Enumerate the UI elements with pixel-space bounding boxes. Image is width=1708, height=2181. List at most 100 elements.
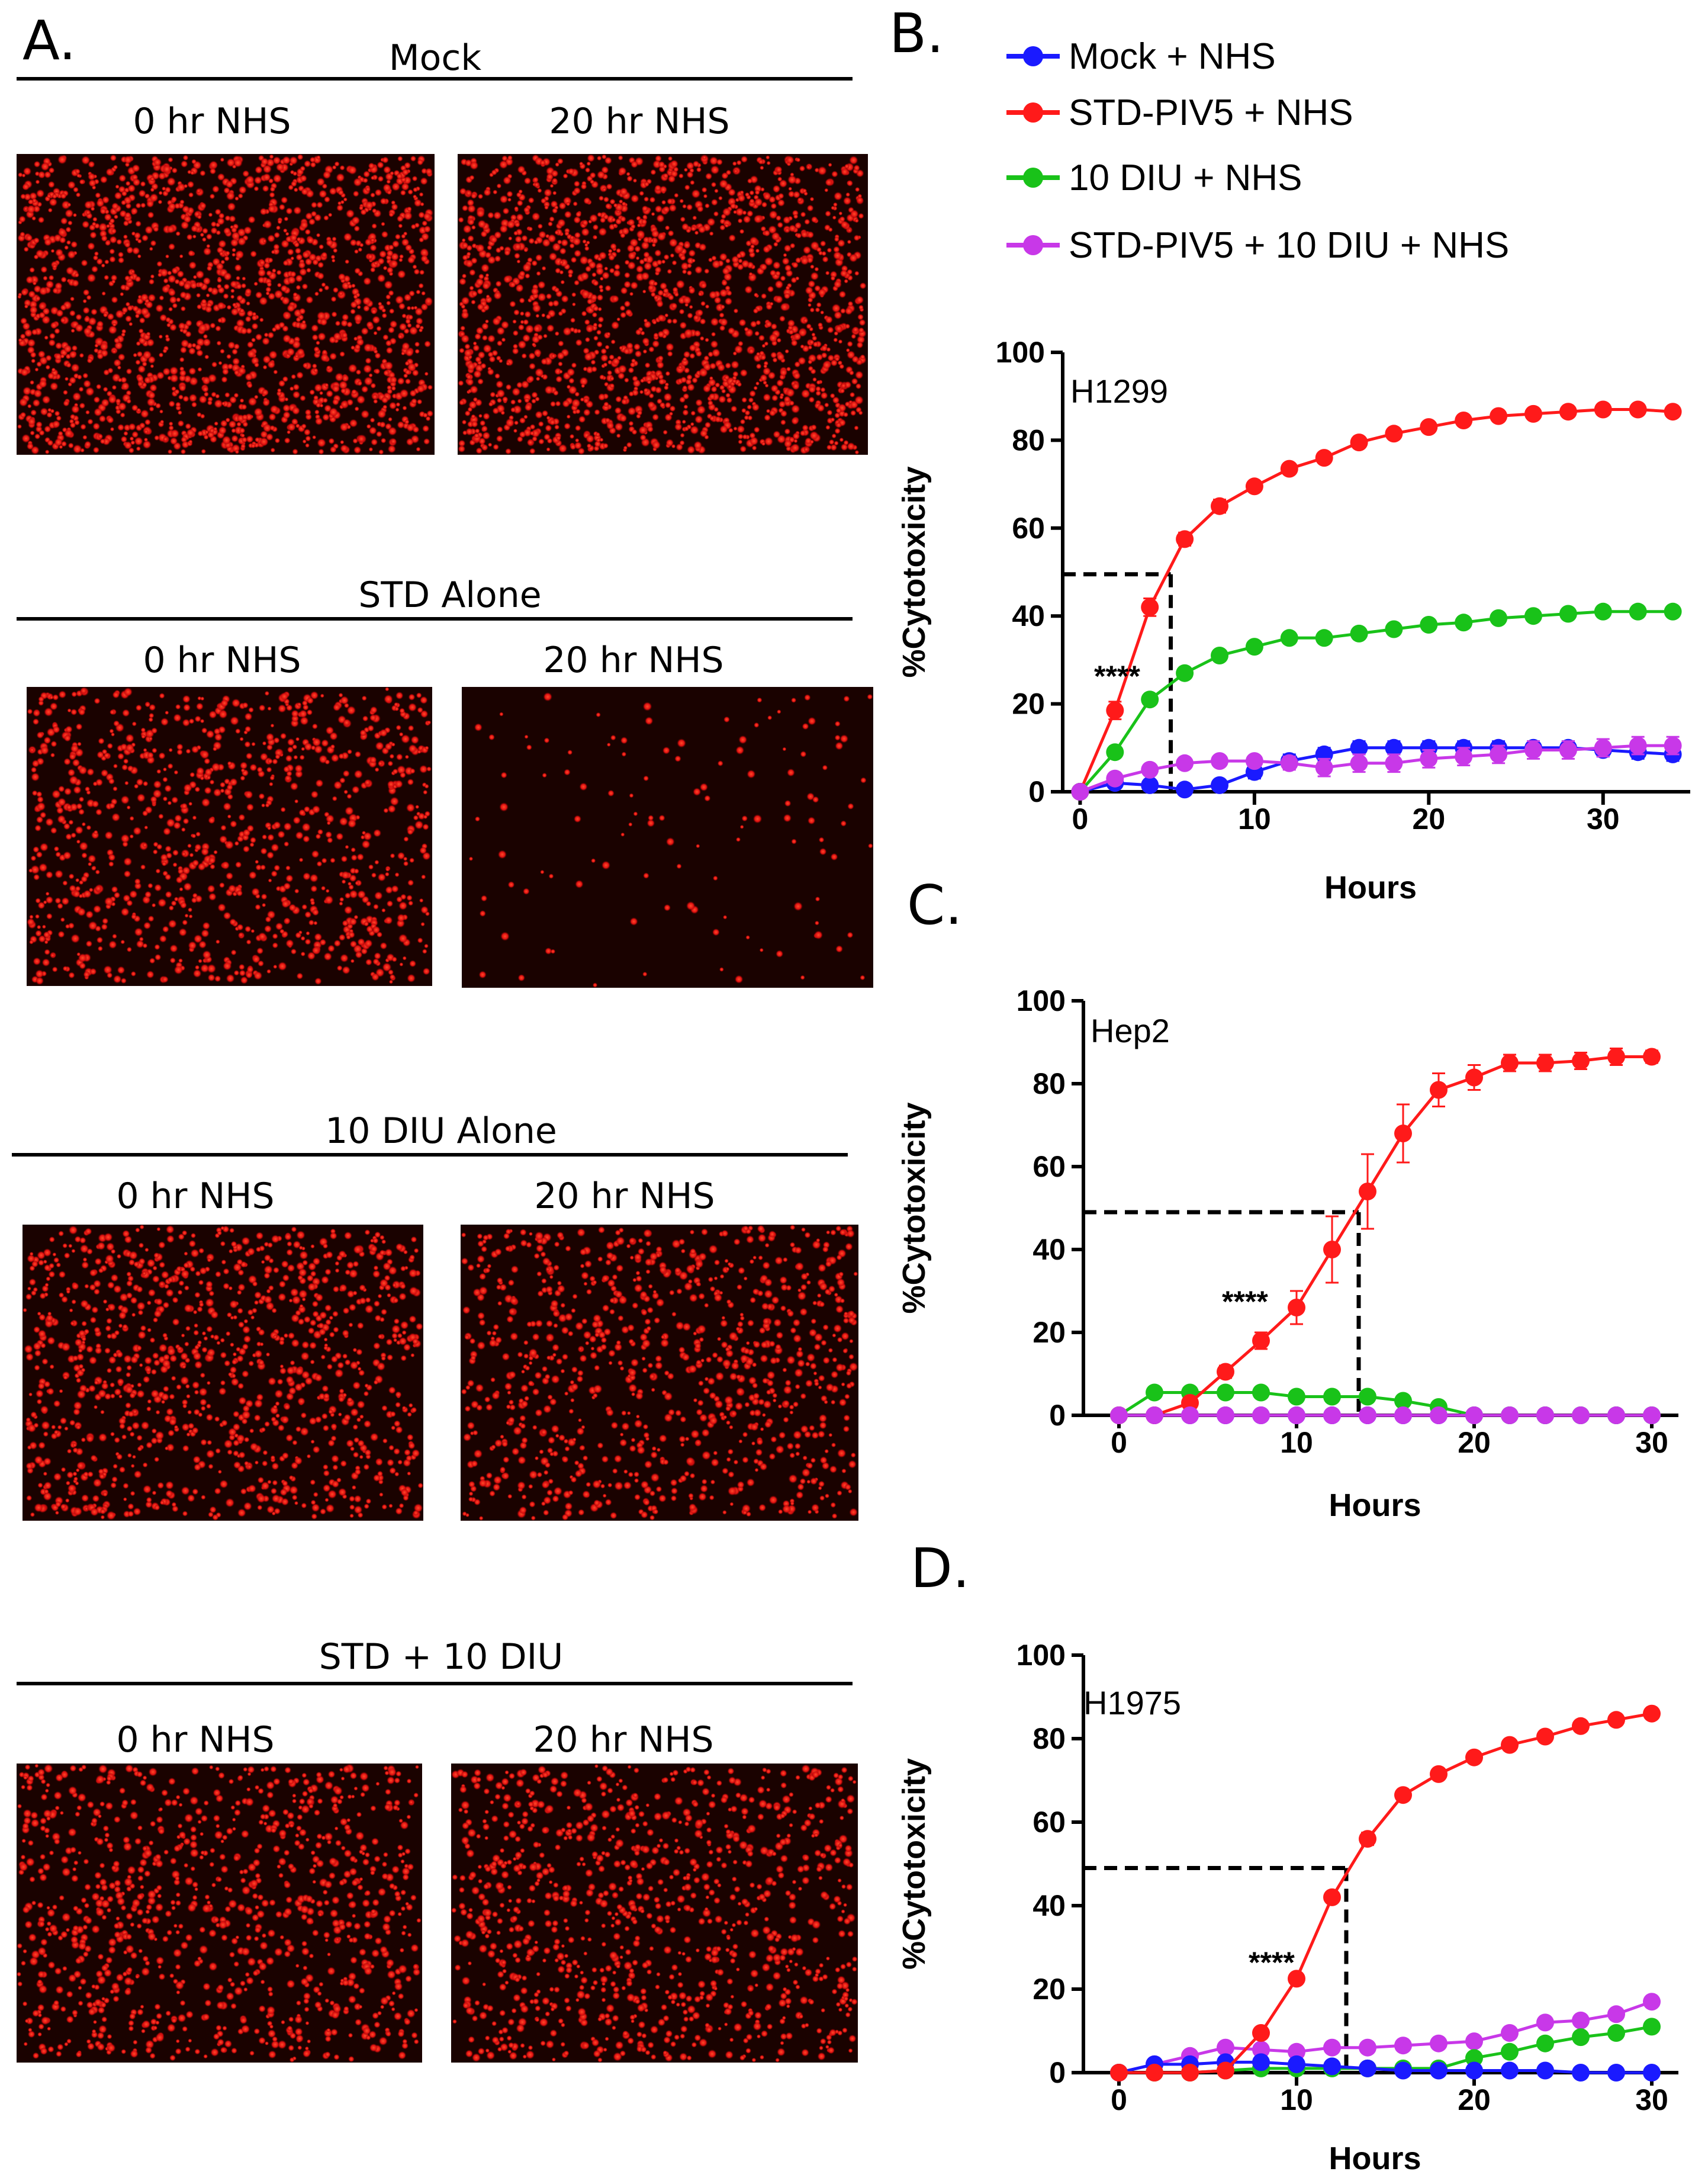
cell [110,154,117,162]
cell [483,188,491,197]
cell [285,232,290,236]
cell [386,900,394,907]
cell [211,185,220,193]
cell [256,766,263,773]
cell [110,427,115,432]
cell [394,706,400,712]
cell [258,704,266,712]
cell [273,370,278,375]
cell [255,333,263,341]
cell [70,404,80,414]
cell [71,1248,76,1254]
cell [67,442,74,449]
cell [126,946,132,952]
cell [779,395,784,400]
cell [575,339,583,346]
cell [461,296,470,306]
cell [112,933,117,939]
cell [709,415,715,422]
cell [517,165,526,174]
cell [806,165,811,169]
cell [190,170,195,175]
cell [262,399,271,407]
cell [821,250,827,256]
cell [420,303,429,311]
cell [89,231,97,239]
image-group-std-alone: STD Alone 0 hr NHS 20 hr NHS [17,574,873,988]
cell [467,219,475,226]
cell [607,789,615,797]
cell [259,207,268,216]
cell [400,1355,407,1361]
cell [593,280,599,287]
cell [734,169,738,174]
cell [82,306,90,314]
cell [64,428,73,438]
cell [390,438,397,445]
cell [754,189,760,195]
cell [648,815,654,821]
cell [259,259,266,266]
cell [231,231,240,241]
cell [192,1351,202,1361]
cell [191,745,200,754]
cell [165,334,169,339]
cell [819,847,827,856]
cell [840,383,847,389]
cell [240,443,246,449]
cell [185,330,192,338]
cell [183,882,192,891]
cell [414,348,420,354]
cell [462,254,468,261]
cell [410,735,420,744]
cell [552,300,559,307]
cell [597,393,606,401]
cell [677,738,686,748]
cell [91,800,99,808]
cell [338,934,346,942]
cell [168,288,176,297]
cell [726,290,732,296]
cell [608,253,616,261]
cell [676,863,682,869]
cell [345,209,355,219]
cell [198,959,202,963]
cell [699,368,708,378]
cell [239,427,246,434]
cell [245,926,252,933]
micrograph-background [462,687,873,988]
cell [162,348,168,354]
cell [554,331,559,336]
cell [75,168,81,174]
cell [255,166,263,174]
cell [855,383,862,390]
cell [108,940,117,949]
cell [260,893,268,900]
cell [411,175,418,182]
cell [474,432,480,439]
cell [86,358,93,364]
cell [635,265,644,274]
cell [210,221,217,227]
cell [73,785,82,795]
cell [414,341,420,348]
cell [233,393,239,399]
cell [96,320,104,328]
cell [82,298,87,304]
cell [332,384,340,393]
cell [57,930,65,938]
cell [205,233,213,240]
cell [304,229,311,236]
cell [295,274,303,282]
cell [310,790,319,799]
cell [389,753,395,759]
cell [545,293,552,300]
cell [328,438,335,445]
cell [234,196,239,201]
cell [710,165,720,175]
cell [696,844,700,849]
cell [91,308,98,316]
cell [309,873,319,883]
cell [131,164,140,173]
cell [842,197,852,205]
